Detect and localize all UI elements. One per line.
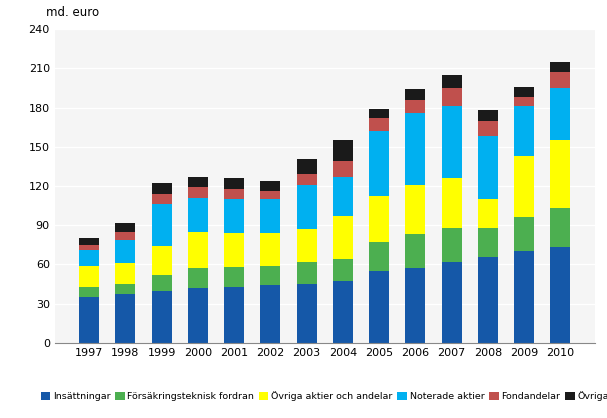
Bar <box>115 284 135 294</box>
Bar <box>442 228 461 262</box>
Bar <box>79 245 99 250</box>
Bar <box>152 184 172 194</box>
Bar <box>115 232 135 240</box>
Bar <box>188 198 208 232</box>
Bar <box>514 217 534 251</box>
Bar <box>333 177 353 216</box>
Bar <box>405 268 426 343</box>
Bar <box>79 238 99 245</box>
Bar <box>260 266 280 285</box>
Bar <box>405 113 426 185</box>
Bar <box>188 232 208 268</box>
Bar <box>369 109 389 118</box>
Bar <box>514 156 534 217</box>
Bar <box>152 291 172 343</box>
Bar <box>369 242 389 271</box>
Bar <box>224 233 244 267</box>
Bar <box>442 106 461 178</box>
Bar <box>478 136 498 199</box>
Bar <box>224 189 244 199</box>
Bar <box>478 110 498 121</box>
Bar <box>188 187 208 198</box>
Bar <box>551 140 571 208</box>
Bar <box>478 199 498 228</box>
Bar <box>152 275 172 291</box>
Bar <box>551 247 571 343</box>
Bar <box>551 72 571 88</box>
Bar <box>369 118 389 131</box>
Bar <box>79 266 99 287</box>
Bar <box>442 75 461 88</box>
Bar <box>478 228 498 257</box>
Bar <box>333 161 353 177</box>
Bar <box>442 262 461 343</box>
Bar <box>297 158 317 174</box>
Bar <box>224 199 244 233</box>
Bar <box>224 178 244 189</box>
Bar <box>478 257 498 343</box>
Bar <box>405 234 426 268</box>
Bar <box>79 297 99 343</box>
Bar <box>224 267 244 287</box>
Bar <box>188 177 208 187</box>
Bar <box>115 263 135 284</box>
Bar <box>260 285 280 343</box>
Bar <box>260 199 280 233</box>
Bar <box>551 88 571 140</box>
Bar <box>514 106 534 156</box>
Bar <box>514 87 534 97</box>
Bar <box>333 259 353 281</box>
Bar <box>514 97 534 106</box>
Bar <box>260 191 280 199</box>
Bar <box>297 174 317 185</box>
Bar <box>405 89 426 100</box>
Bar <box>551 62 571 72</box>
Bar <box>152 204 172 246</box>
Bar <box>405 100 426 113</box>
Bar <box>297 229 317 262</box>
Bar <box>514 251 534 343</box>
Bar <box>188 268 208 288</box>
Bar <box>115 294 135 343</box>
Bar <box>333 216 353 259</box>
Bar <box>333 140 353 161</box>
Bar <box>551 208 571 247</box>
Bar <box>442 178 461 228</box>
Bar <box>369 271 389 343</box>
Bar <box>260 233 280 266</box>
Bar <box>333 281 353 343</box>
Bar <box>260 181 280 191</box>
Bar <box>405 185 426 234</box>
Bar <box>115 222 135 232</box>
Bar <box>297 284 317 343</box>
Bar <box>297 262 317 284</box>
Bar <box>442 88 461 106</box>
Bar <box>369 131 389 196</box>
Bar <box>79 287 99 297</box>
Bar <box>115 240 135 263</box>
Bar <box>152 246 172 275</box>
Bar <box>188 288 208 343</box>
Bar <box>297 185 317 229</box>
Bar <box>369 196 389 242</box>
Bar <box>152 194 172 204</box>
Legend: Insättningar, Försäkringsteknisk fordran, Övriga aktier och andelar, Noterade ak: Insättningar, Försäkringsteknisk fordran… <box>41 391 607 401</box>
Text: md. euro: md. euro <box>46 6 99 19</box>
Bar <box>79 250 99 266</box>
Bar <box>478 121 498 136</box>
Bar <box>224 287 244 343</box>
